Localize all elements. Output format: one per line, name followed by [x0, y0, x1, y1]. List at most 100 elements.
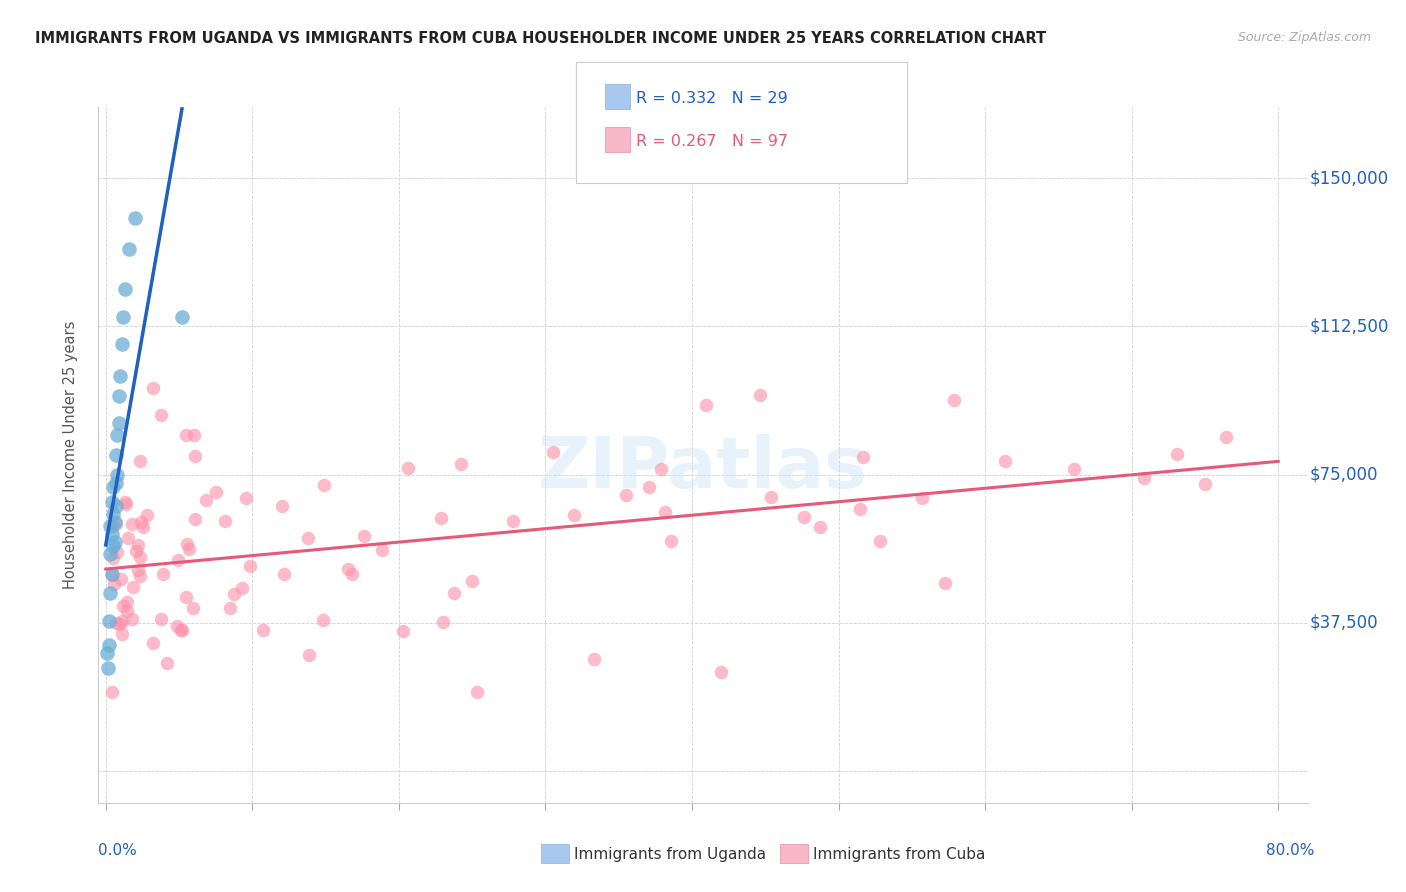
Point — [107, 428, 129, 442]
Point — [430, 511, 453, 525]
Point — [118, 243, 141, 257]
Point — [450, 458, 472, 472]
Point — [149, 612, 172, 626]
Point — [761, 490, 783, 504]
Point — [103, 577, 125, 591]
Point — [184, 449, 207, 463]
Point — [562, 508, 585, 522]
Point — [110, 573, 132, 587]
Point — [100, 566, 122, 581]
Point — [1215, 430, 1237, 444]
Point — [101, 519, 124, 533]
Point — [869, 533, 891, 548]
Point — [1166, 447, 1188, 461]
Point — [231, 581, 253, 595]
Point — [115, 497, 138, 511]
Point — [1133, 471, 1156, 485]
Point — [98, 519, 121, 533]
Text: Source: ZipAtlas.com: Source: ZipAtlas.com — [1237, 31, 1371, 45]
Point — [461, 574, 484, 588]
Point — [852, 450, 875, 465]
Point — [105, 615, 128, 630]
Text: $112,500: $112,500 — [1310, 318, 1389, 335]
Point — [97, 661, 120, 675]
Text: R = 0.267   N = 97: R = 0.267 N = 97 — [636, 134, 787, 149]
Point — [115, 595, 138, 609]
Point — [582, 652, 605, 666]
Point — [910, 491, 932, 506]
Point — [502, 514, 524, 528]
Point — [650, 462, 672, 476]
Point — [96, 646, 118, 660]
Point — [170, 624, 193, 638]
Point — [808, 520, 831, 534]
Point — [112, 310, 135, 324]
Point — [934, 576, 956, 591]
Point — [114, 282, 136, 296]
Point — [710, 665, 733, 680]
Point — [311, 613, 333, 627]
Point — [298, 648, 321, 662]
Point — [108, 617, 131, 632]
Point — [170, 310, 193, 324]
Text: $150,000: $150,000 — [1310, 169, 1389, 187]
Point — [107, 467, 129, 482]
Text: 0.0%: 0.0% — [98, 843, 138, 858]
Point — [183, 428, 205, 442]
Text: Immigrants from Uganda: Immigrants from Uganda — [574, 847, 766, 863]
Point — [176, 536, 198, 550]
Point — [127, 538, 149, 552]
Point — [100, 527, 122, 541]
Point — [793, 510, 815, 524]
Point — [849, 502, 872, 516]
Point — [942, 392, 965, 407]
Point — [128, 569, 150, 583]
Text: R = 0.332   N = 29: R = 0.332 N = 29 — [636, 91, 787, 106]
Point — [336, 562, 359, 576]
Point — [105, 545, 128, 559]
Point — [103, 535, 125, 549]
Point — [443, 586, 465, 600]
Point — [176, 428, 198, 442]
Point — [108, 417, 131, 431]
Point — [637, 480, 659, 494]
Text: 80.0%: 80.0% — [1267, 843, 1315, 858]
Point — [271, 500, 294, 514]
Text: $75,000: $75,000 — [1310, 466, 1378, 483]
Point — [101, 568, 124, 582]
Point — [111, 337, 134, 351]
Point — [273, 567, 295, 582]
Point — [205, 485, 228, 500]
Point — [174, 590, 197, 604]
Point — [156, 656, 179, 670]
Point — [97, 638, 120, 652]
Point — [142, 636, 165, 650]
Point — [114, 495, 136, 509]
Point — [98, 547, 121, 561]
Point — [219, 600, 242, 615]
Point — [465, 685, 488, 699]
Point — [100, 495, 122, 509]
Text: ZIPatlas: ZIPatlas — [538, 434, 868, 503]
Point — [117, 531, 139, 545]
Point — [184, 512, 207, 526]
Point — [110, 368, 132, 383]
Point — [121, 612, 143, 626]
Point — [353, 529, 375, 543]
Point — [432, 615, 454, 629]
Point — [132, 520, 155, 534]
Point — [181, 601, 204, 615]
Point — [131, 516, 153, 530]
Point — [105, 475, 128, 490]
Point — [108, 389, 131, 403]
Point — [121, 516, 143, 531]
Point — [371, 542, 394, 557]
Point — [695, 398, 717, 412]
Point — [98, 586, 121, 600]
Point — [111, 615, 134, 629]
Point — [115, 604, 138, 618]
Point — [659, 533, 682, 548]
Point — [122, 580, 145, 594]
Point — [314, 478, 336, 492]
Point — [150, 409, 173, 423]
